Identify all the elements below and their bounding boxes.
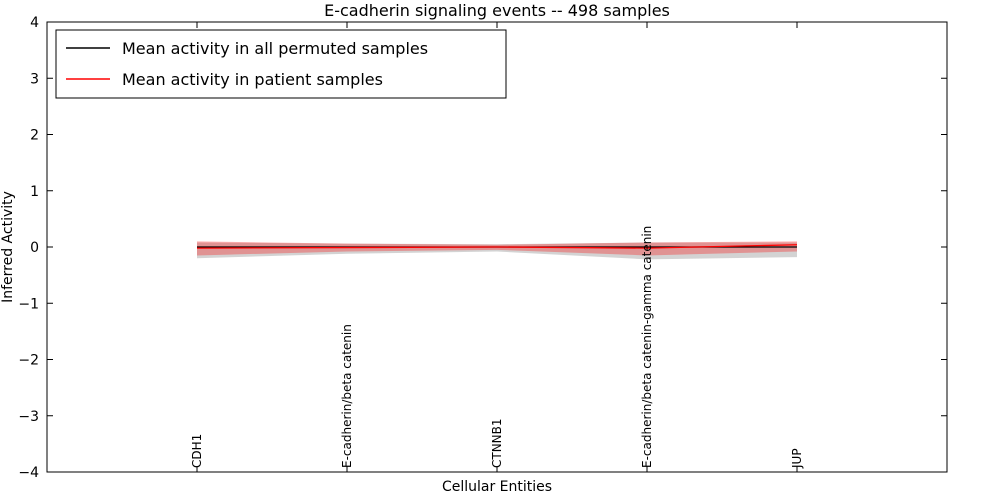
y-tick-label: −3 — [18, 409, 39, 425]
y-tick-label: −1 — [18, 296, 39, 312]
x-axis-label: Cellular Entities — [442, 479, 552, 495]
legend: Mean activity in all permuted samples Me… — [55, 29, 507, 99]
confidence-band-1 — [197, 241, 797, 256]
y-tick-label: 4 — [30, 15, 39, 31]
legend-label-patient: Mean activity in patient samples — [122, 70, 383, 89]
legend-box — [55, 29, 507, 99]
y-tick-label: 0 — [30, 240, 39, 256]
x-tick-label: CTNNB1 — [490, 418, 504, 468]
legend-label-permuted: Mean activity in all permuted samples — [122, 39, 428, 58]
x-tick-label: E-cadherin/beta catenin — [340, 324, 354, 468]
series-line-1 — [196, 244, 798, 249]
x-tick-label: JUP — [790, 448, 804, 469]
axis-ticks: −4 −3 −2 −1 0 1 2 3 4 CDH1 E-cadherin/beta catenin… — [18, 15, 947, 481]
x-tick-label: E-cadherin/beta catenin-gamma catenin — [640, 226, 654, 468]
y-tick-label: −2 — [18, 353, 39, 369]
y-tick-label: 3 — [30, 71, 39, 87]
chart-title: E-cadherin signaling events -- 498 sampl… — [324, 1, 670, 20]
y-tick-label: 2 — [30, 128, 39, 144]
y-tick-label: 1 — [30, 184, 39, 200]
series-lines — [196, 244, 798, 249]
y-tick-label: −4 — [18, 465, 39, 481]
y-axis-label: Inferred Activity — [0, 191, 16, 303]
x-tick-label: CDH1 — [190, 434, 204, 468]
